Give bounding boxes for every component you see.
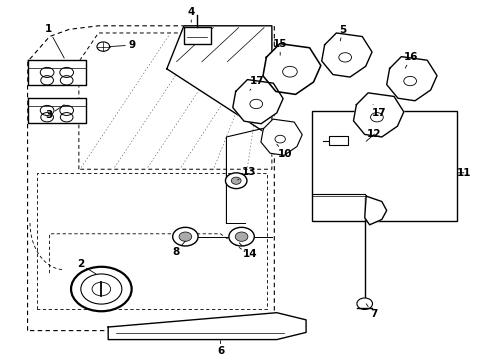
Text: 17: 17: [372, 105, 387, 118]
Polygon shape: [167, 26, 272, 137]
Circle shape: [172, 227, 198, 246]
Circle shape: [235, 232, 248, 241]
Polygon shape: [387, 57, 437, 101]
Text: 16: 16: [404, 52, 418, 68]
Circle shape: [229, 227, 254, 246]
Polygon shape: [353, 93, 404, 137]
Circle shape: [92, 282, 111, 296]
Bar: [313, 111, 457, 221]
Circle shape: [231, 177, 241, 184]
Polygon shape: [27, 98, 86, 123]
Circle shape: [97, 42, 110, 51]
Polygon shape: [365, 196, 387, 225]
Text: 12: 12: [366, 129, 382, 141]
Text: 11: 11: [457, 168, 471, 178]
Polygon shape: [108, 313, 306, 339]
Polygon shape: [27, 60, 86, 85]
Polygon shape: [233, 80, 283, 124]
Circle shape: [225, 173, 247, 189]
Polygon shape: [322, 33, 372, 77]
Bar: [184, 27, 211, 44]
Text: 13: 13: [238, 167, 256, 180]
Bar: [329, 136, 347, 145]
Polygon shape: [263, 44, 321, 94]
Text: 10: 10: [277, 144, 293, 159]
Text: 8: 8: [172, 241, 185, 257]
Circle shape: [179, 232, 192, 241]
Text: 14: 14: [239, 243, 257, 258]
Text: 4: 4: [188, 7, 195, 22]
Polygon shape: [261, 119, 302, 155]
Circle shape: [71, 267, 132, 311]
Text: 1: 1: [45, 24, 64, 58]
Text: 2: 2: [77, 259, 96, 274]
Text: 6: 6: [217, 341, 224, 356]
Text: 15: 15: [273, 40, 288, 55]
Circle shape: [357, 298, 372, 310]
Text: 3: 3: [45, 105, 64, 121]
Text: 9: 9: [109, 40, 135, 50]
Text: 5: 5: [339, 25, 346, 41]
Text: 7: 7: [366, 304, 377, 319]
Text: 17: 17: [250, 76, 265, 90]
Circle shape: [81, 274, 122, 304]
